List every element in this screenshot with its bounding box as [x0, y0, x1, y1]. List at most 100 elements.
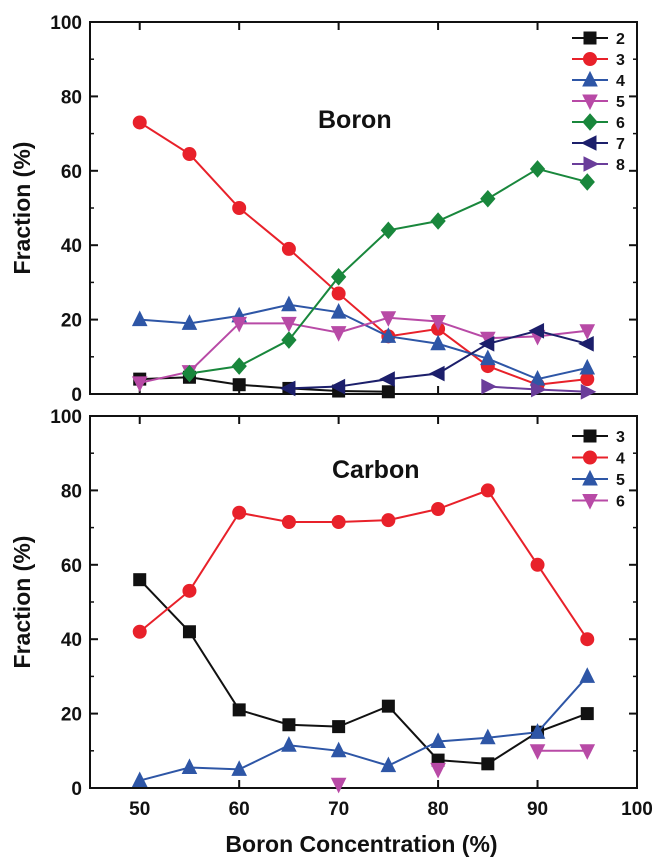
legend-entry-5: 5 [572, 94, 625, 111]
data-point [181, 364, 198, 383]
legend-entry-8: 8 [572, 156, 625, 174]
data-point [480, 349, 496, 366]
legend-entry-3: 3 [572, 52, 625, 69]
y-tick-label: 40 [61, 236, 82, 257]
legend-label: 4 [616, 451, 625, 468]
y-tick-label: 80 [61, 481, 82, 502]
legend-label: 5 [616, 472, 625, 489]
data-point [528, 322, 545, 339]
data-point [430, 314, 446, 331]
legend-marker [582, 70, 598, 87]
data-point [578, 335, 594, 352]
data-point [332, 720, 346, 734]
data-point [281, 295, 297, 312]
data-point [481, 757, 495, 771]
series-line [139, 376, 389, 393]
data-point [281, 316, 297, 333]
data-point [529, 744, 546, 760]
data-point [131, 376, 148, 392]
legend-marker [582, 469, 598, 486]
data-point [232, 505, 247, 520]
legend-marker [583, 450, 597, 465]
data-point [281, 331, 297, 349]
data-point [381, 513, 396, 528]
series-6 [330, 744, 596, 794]
data-point [231, 357, 247, 375]
data-point [579, 744, 596, 760]
legend-entry-6: 6 [572, 494, 625, 511]
y-tick-label: 40 [61, 630, 82, 651]
legend-label: 3 [616, 429, 625, 446]
data-point [330, 303, 347, 319]
data-point [181, 758, 198, 775]
series-4 [131, 295, 596, 386]
x-tick-label: 80 [428, 799, 449, 820]
data-point [430, 334, 446, 351]
data-point [529, 723, 546, 739]
data-point [132, 624, 147, 639]
legend-label: 2 [616, 31, 625, 48]
y-tick-label: 100 [50, 407, 82, 428]
data-point [331, 515, 346, 530]
data-point [282, 718, 296, 732]
data-point [381, 699, 395, 713]
data-point [330, 741, 347, 758]
data-point [133, 573, 147, 587]
legend-label: 3 [616, 52, 625, 69]
data-point [182, 583, 197, 598]
data-point [478, 335, 495, 352]
data-point [580, 372, 595, 387]
legend-entry-7: 7 [572, 135, 625, 153]
legend-marker [580, 135, 597, 151]
data-point [182, 625, 196, 639]
series-line [139, 675, 589, 782]
data-point [580, 383, 597, 400]
series-7 [279, 322, 594, 397]
data-point [279, 380, 296, 397]
legend-label: 8 [616, 157, 625, 174]
x-tick-label: 100 [621, 799, 653, 820]
y-tick-label: 60 [61, 556, 82, 577]
legend-entry-6: 6 [572, 113, 625, 132]
data-point [330, 268, 347, 286]
data-point [579, 358, 596, 375]
x-tick-label: 60 [229, 799, 250, 820]
data-point [181, 314, 198, 330]
data-point [231, 316, 247, 333]
data-point [132, 115, 147, 130]
x-axis-label: Boron Concentration (%) [225, 831, 497, 857]
chart-panel-1: 0 20 40 60 80 100 Fraction (%) Boron 2 3 4 5 6 7 8 [9, 13, 638, 406]
data-point [232, 378, 246, 392]
data-point [331, 286, 346, 301]
data-point [131, 771, 148, 788]
legend-marker [583, 429, 597, 443]
data-point [330, 326, 347, 342]
series-8 [481, 378, 597, 400]
data-point [231, 760, 247, 776]
data-point [380, 221, 397, 240]
y-tick-label: 0 [71, 385, 82, 406]
legend-label: 7 [616, 136, 625, 153]
data-point [329, 378, 346, 395]
y-tick-label: 20 [61, 705, 82, 726]
data-point [379, 371, 395, 387]
series-3 [133, 573, 594, 771]
y-tick-label: 80 [61, 87, 82, 108]
legend-entry-3: 3 [572, 429, 625, 446]
data-point [381, 385, 395, 399]
y-tick-label: 20 [61, 311, 82, 332]
data-point [131, 310, 148, 327]
data-point [232, 703, 246, 717]
data-point [579, 667, 596, 683]
series-5 [131, 667, 596, 788]
data-point [530, 557, 545, 572]
data-point [380, 756, 397, 773]
data-point [580, 632, 595, 647]
legend-marker [582, 94, 598, 111]
series-3 [132, 115, 595, 392]
legend-entry-2: 2 [572, 31, 625, 48]
legend-entry-4: 4 [572, 70, 625, 90]
series-line [139, 578, 588, 765]
